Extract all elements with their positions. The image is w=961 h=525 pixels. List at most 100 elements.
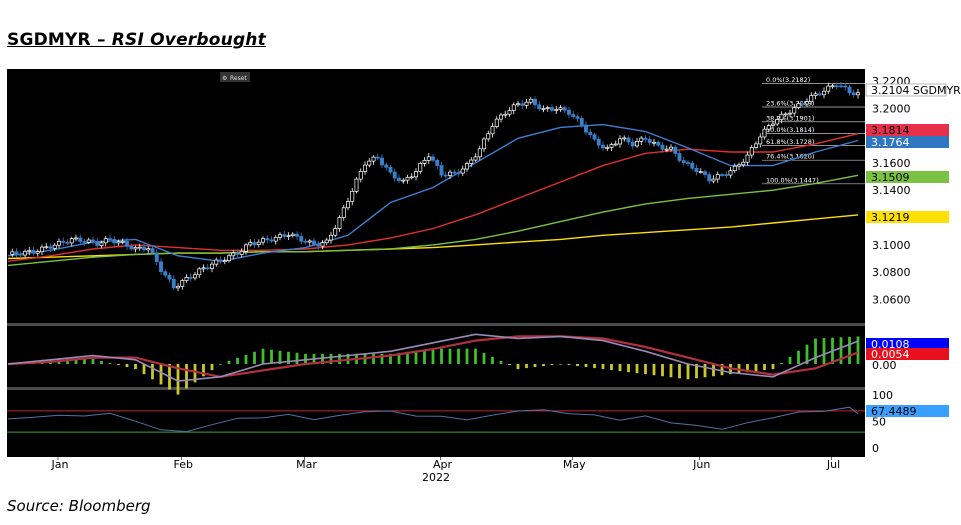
macd-histogram-bar bbox=[686, 364, 690, 380]
candle-body bbox=[686, 162, 690, 164]
price-tag-text: 3.1219 bbox=[871, 211, 910, 224]
macd-histogram-bar bbox=[601, 364, 605, 370]
macd-histogram-bar bbox=[380, 353, 384, 364]
candle-body bbox=[426, 156, 431, 161]
candle-body bbox=[613, 143, 618, 146]
page-title: SGDMYR – RSI Overbought bbox=[7, 30, 266, 50]
candle-body bbox=[618, 138, 622, 145]
candle-body bbox=[545, 107, 550, 109]
candle-body bbox=[82, 241, 87, 243]
candle-body bbox=[222, 260, 227, 262]
candle-body bbox=[205, 267, 210, 270]
candle-body bbox=[673, 146, 678, 154]
rsi-tag-text: 67.4489 bbox=[871, 405, 917, 418]
rsi-tag bbox=[866, 405, 949, 417]
candle-body bbox=[409, 176, 414, 179]
candle-body bbox=[839, 85, 843, 88]
title-italic: RSI Overbought bbox=[111, 30, 266, 50]
month-tick-label: May bbox=[563, 458, 586, 471]
candle-body bbox=[605, 147, 610, 149]
macd-histogram-bar bbox=[100, 360, 103, 364]
candle-body bbox=[715, 174, 720, 180]
candle-body bbox=[99, 242, 104, 246]
macd-histogram-bar bbox=[66, 358, 69, 364]
candle-body bbox=[193, 274, 197, 279]
candle-body bbox=[244, 244, 248, 252]
price-tick-label: 3.0800 bbox=[872, 266, 911, 279]
candle-body bbox=[239, 251, 244, 255]
month-tick-label: Jun bbox=[692, 458, 710, 471]
candle-body bbox=[31, 250, 36, 254]
macd-histogram-bar bbox=[304, 353, 307, 364]
candle-body bbox=[201, 267, 206, 270]
candle-body bbox=[116, 241, 121, 244]
candle-body bbox=[720, 174, 724, 176]
macd-histogram-bar bbox=[516, 364, 520, 370]
candle-body bbox=[524, 101, 529, 106]
reset-button[interactable]: Reset ⚙ bbox=[220, 72, 250, 82]
macd-histogram-bar bbox=[117, 364, 120, 366]
candle-body bbox=[482, 138, 486, 150]
candle-body bbox=[830, 85, 835, 88]
price-tick-label: 3.1400 bbox=[872, 184, 911, 197]
candle-body bbox=[112, 238, 117, 244]
fib-label: 61.8%(3.1728) bbox=[766, 138, 814, 146]
candle-body bbox=[788, 112, 792, 115]
macd-histogram-bar bbox=[627, 364, 630, 373]
candle-body bbox=[856, 92, 860, 96]
macd-histogram-bar bbox=[159, 364, 163, 385]
candle-body bbox=[737, 164, 741, 167]
candle-body bbox=[252, 242, 257, 245]
candle-body bbox=[74, 237, 78, 240]
candle-body bbox=[800, 103, 805, 105]
candle-body bbox=[333, 228, 338, 236]
candle-body bbox=[448, 171, 452, 176]
candle-body bbox=[159, 261, 163, 272]
candle-body bbox=[23, 251, 27, 256]
fib-label: 23.6%(3.2009) bbox=[766, 100, 814, 108]
macd-histogram-bar bbox=[219, 364, 222, 365]
macd-histogram-bar bbox=[321, 353, 324, 364]
macd-histogram-bar bbox=[482, 352, 486, 364]
gear-icon: ⚙ bbox=[222, 75, 227, 82]
macd-tag-text: 0.0108 bbox=[871, 338, 910, 351]
candle-body bbox=[52, 244, 57, 249]
macd-histogram-bar bbox=[788, 356, 792, 364]
candle-body bbox=[354, 178, 359, 192]
price-tag bbox=[866, 124, 949, 136]
candle-body bbox=[163, 271, 168, 276]
candle-body bbox=[698, 171, 703, 173]
macd-histogram-bar bbox=[236, 357, 239, 364]
month-tick-label: Jul bbox=[826, 458, 840, 471]
macd-histogram-bar bbox=[406, 351, 409, 364]
candle-body bbox=[805, 101, 809, 105]
rsi-line bbox=[7, 406, 859, 433]
candle-body bbox=[528, 98, 533, 103]
macd-histogram-bar bbox=[678, 364, 681, 379]
macd-histogram-bar bbox=[372, 353, 375, 364]
macd-histogram-bar bbox=[227, 360, 231, 364]
candle-body bbox=[210, 263, 214, 269]
candle-body bbox=[316, 244, 321, 247]
macd-histogram-bar bbox=[780, 362, 783, 364]
candle-body bbox=[490, 126, 495, 135]
candle-body bbox=[392, 171, 397, 179]
candle-body bbox=[465, 163, 469, 170]
candle-body bbox=[766, 125, 771, 130]
candle-body bbox=[754, 143, 758, 148]
chart-background bbox=[7, 69, 865, 457]
candle-body bbox=[652, 141, 656, 144]
macd-histogram-bar bbox=[244, 354, 248, 364]
candle-body bbox=[422, 160, 427, 164]
panel-divider-rsi bbox=[7, 387, 865, 390]
macd-histogram-bar bbox=[754, 364, 758, 372]
price-tag bbox=[866, 211, 949, 223]
candle-body bbox=[694, 167, 699, 172]
candle-body bbox=[231, 252, 236, 257]
macd-histogram-bar bbox=[652, 364, 656, 376]
candle-body bbox=[834, 85, 839, 88]
candle-body bbox=[405, 177, 410, 181]
candle-body bbox=[261, 238, 265, 243]
price-tag bbox=[866, 171, 949, 183]
